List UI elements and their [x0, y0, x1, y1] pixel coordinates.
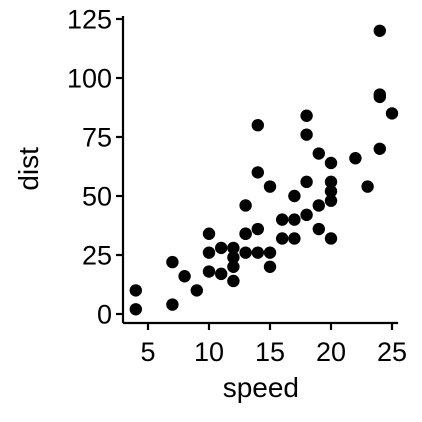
data-point — [300, 109, 313, 122]
data-point — [227, 241, 240, 255]
data-point — [227, 274, 240, 288]
data-point — [263, 246, 277, 259]
y-tick-label: 0 — [97, 300, 112, 330]
data-point — [239, 227, 252, 240]
y-tick-label: 75 — [82, 123, 112, 153]
y-tick-label: 50 — [82, 182, 112, 212]
data-point — [190, 284, 203, 297]
data-point — [215, 241, 228, 255]
data-point — [385, 107, 399, 120]
data-point — [300, 175, 313, 189]
y-tick-label: 100 — [67, 64, 112, 94]
x-tick-label: 10 — [194, 337, 224, 367]
data-point — [373, 142, 386, 155]
y-tick-label: 125 — [67, 5, 112, 35]
data-point — [312, 147, 325, 160]
data-point — [251, 246, 264, 259]
data-point — [324, 156, 338, 170]
x-tick-label: 15 — [255, 337, 285, 367]
data-point — [129, 303, 142, 316]
data-point — [202, 227, 216, 240]
data-point — [227, 251, 240, 264]
data-point — [349, 152, 362, 165]
x-tick-label: 5 — [140, 337, 155, 367]
data-point — [251, 119, 264, 132]
data-point — [215, 267, 228, 281]
data-point — [312, 199, 325, 212]
data-point — [300, 128, 313, 141]
data-point — [251, 166, 264, 179]
y-axis-title: dist — [13, 147, 44, 191]
data-point — [239, 199, 252, 212]
data-point — [276, 232, 289, 245]
data-point — [324, 194, 338, 207]
data-point — [166, 298, 179, 311]
data-point — [288, 213, 301, 226]
data-point — [251, 222, 264, 236]
data-point — [263, 180, 277, 193]
x-axis-ticks: 5 10 15 20 25 — [140, 323, 407, 367]
x-tick-label: 25 — [377, 337, 407, 367]
data-point — [129, 284, 142, 297]
data-point — [166, 255, 179, 269]
x-tick-label: 20 — [316, 337, 346, 367]
data-point — [373, 88, 386, 101]
data-point — [324, 175, 338, 189]
y-axis-ticks: 0 25 50 75 100 125 — [67, 5, 123, 330]
data-point — [202, 265, 216, 278]
data-point — [178, 270, 191, 283]
x-axis-title: speed — [223, 372, 299, 403]
data-points — [129, 24, 399, 316]
data-point — [300, 208, 313, 222]
y-tick-label: 25 — [82, 241, 112, 271]
data-point — [227, 260, 240, 273]
data-point — [324, 185, 338, 198]
data-point — [361, 180, 374, 193]
data-point — [202, 246, 216, 259]
data-point — [288, 232, 301, 245]
data-point — [288, 189, 301, 203]
data-point — [263, 260, 277, 273]
data-point — [324, 232, 338, 245]
data-point — [239, 246, 252, 259]
data-point — [373, 24, 386, 37]
data-point — [276, 213, 289, 226]
data-point — [312, 222, 325, 236]
